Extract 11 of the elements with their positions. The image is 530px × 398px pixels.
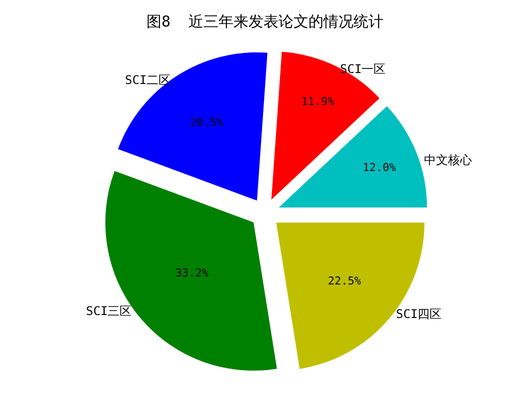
slice-label: SCI一区	[340, 62, 386, 76]
slice-label: SCI二区	[125, 73, 171, 87]
slice-label: SCI四区	[396, 307, 442, 321]
data-label: 11.9%	[301, 95, 335, 108]
slice-label: SCI三区	[86, 304, 132, 318]
data-label: 20.5%	[190, 116, 224, 130]
data-label: 22.5%	[328, 274, 362, 288]
data-label: 12.0%	[362, 161, 396, 174]
data-label: 33.2%	[175, 266, 209, 280]
chart-title: 图8 近三年来发表论文的情况统计	[146, 12, 384, 30]
slice-label: 中文核心	[424, 153, 472, 167]
